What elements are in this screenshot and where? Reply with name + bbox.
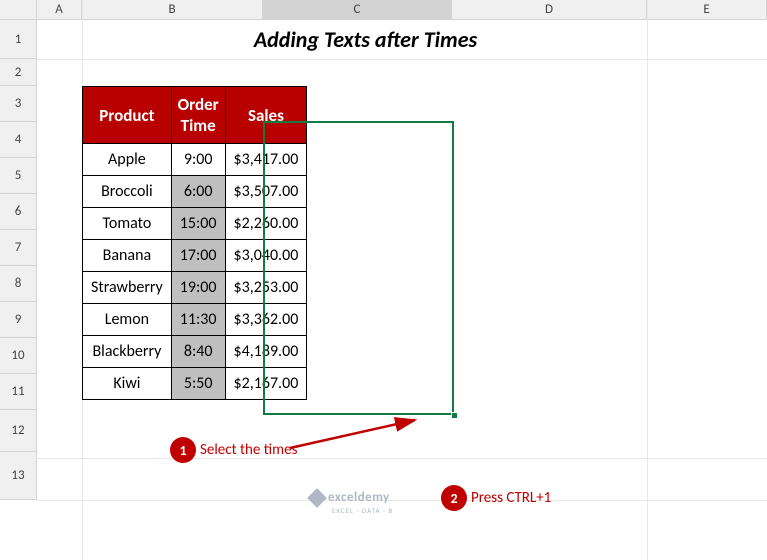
cell-sales-symbol[interactable]: $ [225, 240, 242, 272]
row-header-7[interactable]: 7 [0, 230, 37, 266]
cell-sales-symbol[interactable]: $ [225, 272, 242, 304]
table-row: Broccoli6:00$3,507.00 [83, 176, 307, 208]
cell-product[interactable]: Banana [83, 240, 172, 272]
cell-sales-symbol[interactable]: $ [225, 304, 242, 336]
cell-sales-value[interactable]: 3,362.00 [242, 304, 307, 336]
row-header-1[interactable]: 1 [0, 20, 37, 59]
cell-sales-value[interactable]: 3,417.00 [242, 144, 307, 176]
watermark-text: exceldemy [328, 490, 390, 505]
col-header-b[interactable]: B [82, 0, 263, 20]
watermark: exceldemy [310, 490, 390, 505]
table-row: Blackberry8:40$4,189.00 [83, 336, 307, 368]
col-header-e[interactable]: E [647, 0, 767, 20]
cell-product[interactable]: Blackberry [83, 336, 172, 368]
table-row: Strawberry19:00$3,253.00 [83, 272, 307, 304]
col-header-a[interactable]: A [37, 0, 82, 20]
row-header-13[interactable]: 13 [0, 452, 37, 500]
table-row: Banana17:00$3,040.00 [83, 240, 307, 272]
row-header-5[interactable]: 5 [0, 158, 37, 194]
row-headers: 1 2 3 4 5 6 7 8 9 10 11 12 13 [0, 20, 37, 500]
row-header-9[interactable]: 9 [0, 302, 37, 338]
row-header-12[interactable]: 12 [0, 410, 37, 452]
cell-time[interactable]: 19:00 [171, 272, 225, 304]
cell-sales-value[interactable]: 3,253.00 [242, 272, 307, 304]
annotation-2: 2 Press CTRL+1 [441, 485, 551, 511]
cell-sales-value[interactable]: 3,507.00 [242, 176, 307, 208]
select-all-corner[interactable] [0, 0, 37, 20]
cell-time[interactable]: 6:00 [171, 176, 225, 208]
cell-product[interactable]: Strawberry [83, 272, 172, 304]
watermark-sub: EXCEL · DATA · B [332, 506, 393, 515]
cell-sales-value[interactable]: 2,167.00 [242, 368, 307, 400]
cell-sales-value[interactable]: 2,260.00 [242, 208, 307, 240]
page-title: Adding Texts after Times [82, 20, 649, 59]
cell-time[interactable]: 9:00 [171, 144, 225, 176]
spreadsheet-grid: A B C D E 1 2 3 4 5 6 7 8 9 10 11 12 13 … [0, 0, 767, 560]
annotation-1-number: 1 [170, 437, 196, 463]
row-header-6[interactable]: 6 [0, 194, 37, 230]
cell-time[interactable]: 17:00 [171, 240, 225, 272]
column-headers: A B C D E [0, 0, 767, 20]
col-header-d[interactable]: D [452, 0, 647, 20]
header-sales[interactable]: Sales [225, 87, 307, 144]
cell-product[interactable]: Kiwi [83, 368, 172, 400]
annotation-1-text: Select the times [200, 441, 297, 459]
table-row: Lemon11:30$3,362.00 [83, 304, 307, 336]
cell-product[interactable]: Tomato [83, 208, 172, 240]
cell-time[interactable]: 15:00 [171, 208, 225, 240]
table-row: Apple9:00$3,417.00 [83, 144, 307, 176]
cell-product[interactable]: Apple [83, 144, 172, 176]
row-header-8[interactable]: 8 [0, 266, 37, 302]
cell-sales-symbol[interactable]: $ [225, 176, 242, 208]
fill-handle[interactable] [451, 412, 458, 419]
cell-sales-symbol[interactable]: $ [225, 144, 242, 176]
cell-time[interactable]: 8:40 [171, 336, 225, 368]
row-header-2[interactable]: 2 [0, 59, 37, 86]
cell-sales-symbol[interactable]: $ [225, 368, 242, 400]
row-header-10[interactable]: 10 [0, 338, 37, 374]
table-header-row: Product Order Time Sales [83, 87, 307, 144]
cell-time[interactable]: 11:30 [171, 304, 225, 336]
cell-sales-value[interactable]: 4,189.00 [242, 336, 307, 368]
cell-product[interactable]: Lemon [83, 304, 172, 336]
header-product[interactable]: Product [83, 87, 172, 144]
cell-sales-value[interactable]: 3,040.00 [242, 240, 307, 272]
cell-product[interactable]: Broccoli [83, 176, 172, 208]
cell-time[interactable]: 5:50 [171, 368, 225, 400]
col-header-c[interactable]: C [263, 0, 452, 20]
annotation-2-number: 2 [441, 485, 467, 511]
cell-sales-symbol[interactable]: $ [225, 336, 242, 368]
header-order-time[interactable]: Order Time [171, 87, 225, 144]
row-header-3[interactable]: 3 [0, 86, 37, 122]
annotation-2-text: Press CTRL+1 [471, 489, 551, 507]
watermark-icon [307, 488, 327, 508]
table-row: Kiwi5:50$2,167.00 [83, 368, 307, 400]
data-table: Product Order Time Sales Apple9:00$3,417… [82, 86, 307, 400]
annotation-1: 1 Select the times [170, 437, 297, 463]
table-row: Tomato15:00$2,260.00 [83, 208, 307, 240]
row-header-4[interactable]: 4 [0, 122, 37, 158]
row-header-11[interactable]: 11 [0, 374, 37, 410]
cell-sales-symbol[interactable]: $ [225, 208, 242, 240]
